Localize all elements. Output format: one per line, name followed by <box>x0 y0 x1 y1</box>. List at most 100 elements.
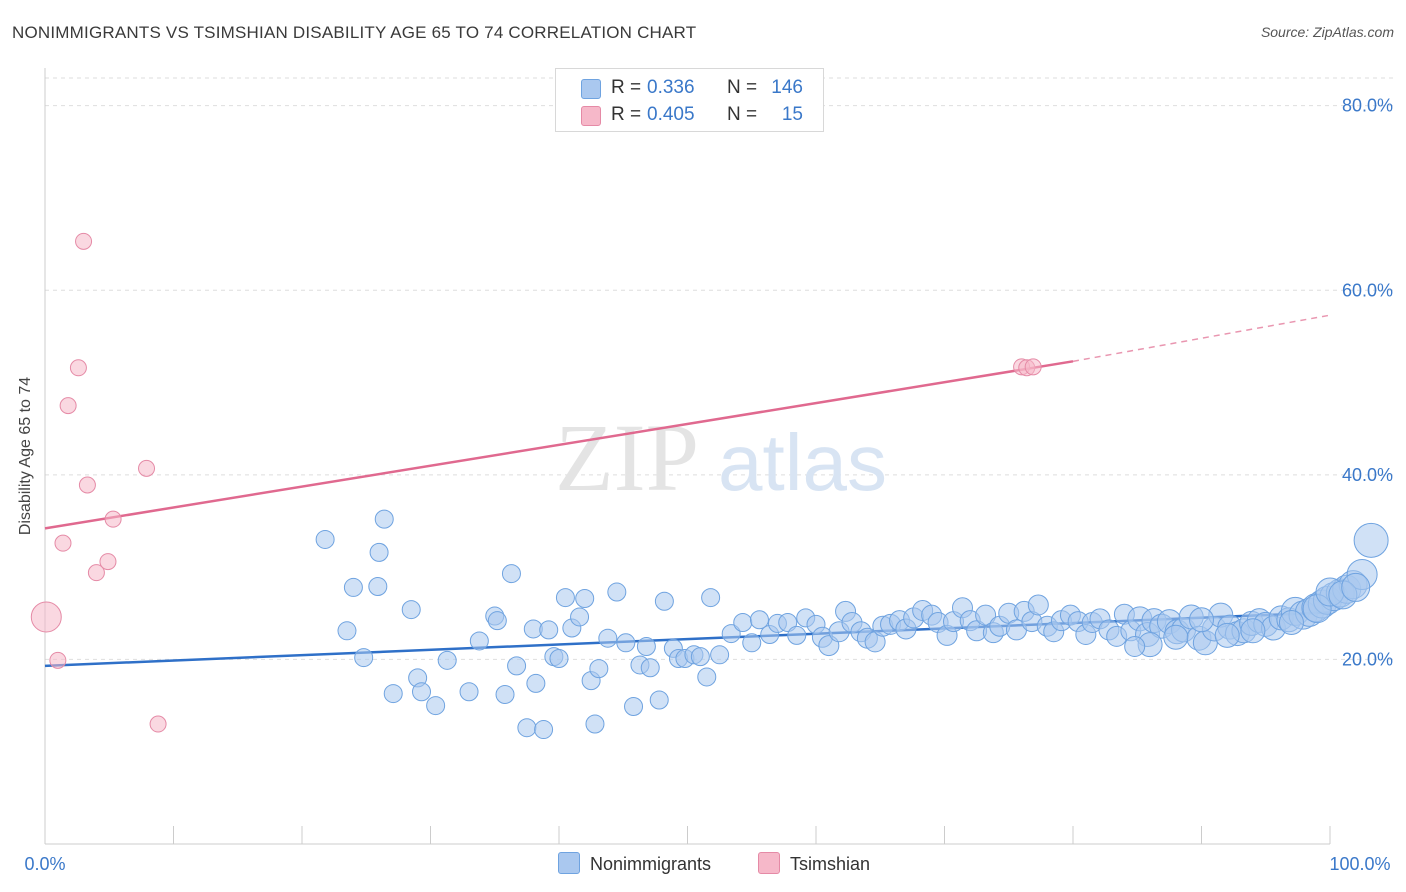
r-label: R = <box>611 104 642 125</box>
nonimmigrants-point <box>315 529 335 549</box>
nonimmigrants-point <box>1189 607 1214 633</box>
nonimmigrants-point <box>749 610 769 630</box>
y-tick-label: 60.0% <box>1342 280 1393 300</box>
nonimmigrants-point <box>487 611 507 631</box>
nonimmigrants-point <box>501 564 521 584</box>
tsimshian-point <box>49 651 67 669</box>
nonimmigrants-point <box>1278 610 1304 636</box>
tsimshian-point <box>149 715 167 733</box>
nonimmigrants-point <box>589 659 609 679</box>
nonimmigrants-point <box>539 620 559 640</box>
nonimmigrants-point <box>383 684 403 704</box>
nonimmigrants-trend-line <box>44 611 1331 668</box>
nonimmigrants-point <box>337 621 357 641</box>
tsimshian-point <box>87 564 105 582</box>
legend-label-nonimmigrants: Nonimmigrants <box>590 854 712 874</box>
r-label: R = <box>611 77 642 98</box>
nonimmigrants-point <box>354 648 374 668</box>
nonimmigrants-point <box>733 613 753 633</box>
nonimmigrants-point <box>624 696 644 716</box>
nonimmigrants-point <box>369 542 389 562</box>
nonimmigrants-point <box>495 684 515 704</box>
nonimmigrants-point <box>697 667 717 687</box>
n-label: N = <box>727 104 758 125</box>
nonimmigrants-point <box>412 682 432 702</box>
series-legend: Nonimmigrants Tsimshian <box>0 852 1406 876</box>
nonimmigrants-point <box>742 633 762 653</box>
nonimmigrants-point <box>1163 624 1189 650</box>
legend-item-nonimmigrants: Nonimmigrants <box>558 852 711 875</box>
tsimshian-trend-extension <box>1072 314 1331 363</box>
nonimmigrants-point <box>1124 636 1146 658</box>
nonimmigrants-point <box>570 607 590 627</box>
legend-swatch-nonimmigrants <box>558 852 580 874</box>
r-value: 0.336 <box>647 77 695 98</box>
nonimmigrants-point <box>1214 622 1240 648</box>
nonimmigrants-point <box>710 645 730 665</box>
nonimmigrants-point <box>649 690 669 710</box>
nonimmigrants-point <box>368 577 388 597</box>
tsimshian-point <box>54 534 72 552</box>
tsimshian-point <box>78 476 96 494</box>
data-points <box>30 232 1389 740</box>
nonimmigrants-point <box>701 588 721 608</box>
tsimshian-point <box>75 232 93 250</box>
nonimmigrants-point <box>616 633 636 653</box>
nonimmigrants-point <box>401 600 421 620</box>
y-tick-label: 80.0% <box>1342 96 1393 116</box>
nonimmigrants-point <box>640 658 660 678</box>
x-tick-label: 100.0% <box>1329 854 1390 874</box>
nonimmigrants-point <box>787 625 807 645</box>
tsimshian-point <box>1024 358 1042 376</box>
nonimmigrants-point <box>690 647 710 667</box>
legend-swatch-tsimshian <box>581 106 601 126</box>
nonimmigrants-point <box>598 628 618 648</box>
nonimmigrants-point <box>1341 572 1371 602</box>
nonimmigrants-point <box>374 509 394 529</box>
axes <box>44 68 1331 845</box>
r-value: 0.405 <box>647 104 695 125</box>
watermark-atlas: atlas <box>718 418 887 507</box>
gridlines <box>45 77 1395 660</box>
watermark-zip: ZIP <box>555 404 699 511</box>
y-tick-label: 20.0% <box>1342 649 1393 669</box>
n-value: 15 <box>781 104 803 125</box>
nonimmigrants-point <box>343 577 363 597</box>
chart-title: NONIMMIGRANTS VS TSIMSHIAN DISABILITY AG… <box>12 23 697 42</box>
legend-swatch-tsimshian <box>758 852 780 874</box>
nonimmigrants-point <box>437 650 457 670</box>
nonimmigrants-point <box>1027 594 1049 616</box>
nonimmigrants-point <box>549 648 569 668</box>
tsimshian-point <box>69 359 87 377</box>
watermark: ZIP atlas <box>555 404 887 511</box>
nonimmigrants-point <box>654 591 674 611</box>
legend-item-tsimshian: Tsimshian <box>758 852 870 875</box>
nonimmigrants-point <box>975 604 997 626</box>
tsimshian-point <box>104 510 122 528</box>
nonimmigrants-point <box>555 588 575 608</box>
nonimmigrants-point <box>607 582 627 602</box>
trend-lines <box>44 314 1331 668</box>
nonimmigrants-point <box>517 718 537 738</box>
x-tick-label: 0.0% <box>24 854 65 874</box>
correlation-legend: R = 0.336 N = 146 R = 0.405 N = 15 <box>555 68 824 132</box>
nonimmigrants-point <box>534 720 554 740</box>
nonimmigrants-point <box>585 714 605 734</box>
legend-label-tsimshian: Tsimshian <box>790 854 871 874</box>
tsimshian-point <box>59 397 77 415</box>
nonimmigrants-point <box>469 631 489 651</box>
nonimmigrants-point <box>1240 618 1266 644</box>
y-tick-label: 40.0% <box>1342 465 1393 485</box>
nonimmigrants-point <box>1353 522 1389 558</box>
tsimshian-point <box>30 601 62 633</box>
nonimmigrants-point <box>507 656 527 676</box>
n-value: 146 <box>771 77 803 98</box>
legend-swatch-nonimmigrants <box>581 79 601 99</box>
nonimmigrants-point <box>778 613 798 633</box>
tsimshian-trend-line <box>44 360 1074 530</box>
tick-labels: 20.0% 40.0% 60.0% 80.0% 0.0% 100.0% <box>24 96 1393 874</box>
nonimmigrants-point <box>526 673 546 693</box>
nonimmigrants-point <box>575 589 595 609</box>
nonimmigrants-point <box>426 696 446 716</box>
